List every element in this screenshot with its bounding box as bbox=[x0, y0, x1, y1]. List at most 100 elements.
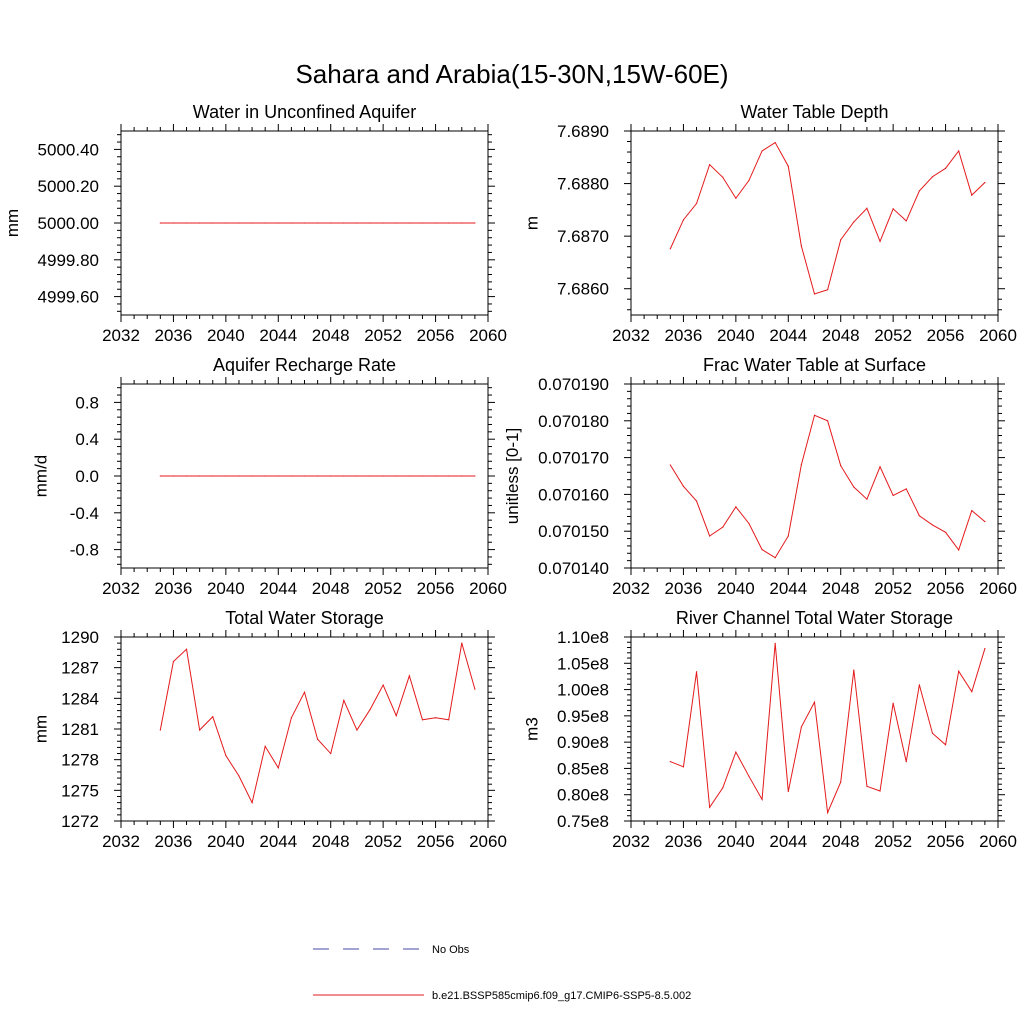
data-point bbox=[813, 293, 816, 295]
y-tick-label: 0.4 bbox=[75, 430, 99, 449]
series-line bbox=[669, 141, 986, 295]
data-point bbox=[317, 738, 319, 740]
data-point bbox=[879, 790, 881, 792]
data-point bbox=[395, 475, 397, 477]
data-point bbox=[264, 475, 266, 477]
y-tick-label: 1.00e8 bbox=[557, 681, 609, 700]
y-tick-label: 7.6870 bbox=[557, 227, 609, 246]
x-tick-label: 2052 bbox=[364, 832, 402, 851]
y-tick-label: 0.85e8 bbox=[557, 759, 609, 778]
x-tick-label: 2052 bbox=[874, 832, 912, 851]
data-point bbox=[761, 150, 763, 152]
y-axis-label: mm bbox=[3, 209, 22, 237]
data-point bbox=[892, 494, 894, 497]
data-point bbox=[918, 190, 920, 192]
data-point bbox=[735, 197, 737, 199]
data-point bbox=[369, 222, 371, 224]
panel-4: Frac Water Table at Surface 2032 2036 2040 2… bbox=[503, 355, 1017, 598]
y-tick-label: 1.05e8 bbox=[557, 654, 609, 673]
data-point bbox=[290, 717, 292, 719]
data-point bbox=[382, 222, 384, 224]
y-tick-label: -0.8 bbox=[70, 541, 99, 560]
y-axis-label: m3 bbox=[522, 717, 541, 741]
x-tick-label: 2044 bbox=[259, 579, 297, 598]
data-point bbox=[448, 222, 450, 224]
data-point bbox=[395, 222, 397, 224]
figure-title: Sahara and Arabia(15-30N,15W-60E) bbox=[295, 59, 728, 89]
data-point bbox=[971, 509, 973, 512]
data-point bbox=[317, 475, 319, 477]
data-point bbox=[944, 744, 947, 746]
panel-6: River Channel Total Water Storage 2032 203… bbox=[522, 608, 1017, 851]
data-point bbox=[813, 414, 816, 416]
data-point bbox=[918, 684, 920, 686]
data-point bbox=[944, 167, 947, 169]
data-point bbox=[853, 221, 855, 223]
data-point bbox=[931, 732, 934, 734]
x-tick-label: 2040 bbox=[207, 579, 245, 598]
data-point bbox=[251, 475, 253, 477]
data-point bbox=[761, 549, 763, 551]
x-tick-label: 2044 bbox=[769, 832, 807, 851]
y-tick-label: 7.6860 bbox=[557, 280, 609, 299]
data-point bbox=[277, 475, 279, 477]
x-tick-label: 2056 bbox=[927, 832, 965, 851]
panels: Water in Unconfined Aquifer 2032 2036 2040 2… bbox=[3, 102, 1017, 851]
x-tick-label: 2060 bbox=[979, 832, 1017, 851]
panel-title: Aquifer Recharge Rate bbox=[213, 355, 396, 375]
y-tick-label: 0.0 bbox=[75, 467, 99, 486]
x-tick-label: 2052 bbox=[364, 326, 402, 345]
data-point bbox=[866, 498, 868, 500]
data-point bbox=[853, 669, 855, 671]
plot-frame bbox=[630, 636, 999, 822]
data-point bbox=[343, 222, 345, 224]
x-tick-label: 2056 bbox=[417, 832, 455, 851]
y-axis-label: mm bbox=[32, 715, 51, 743]
data-point bbox=[290, 475, 292, 477]
data-point bbox=[330, 222, 332, 224]
data-point bbox=[434, 717, 437, 719]
data-point bbox=[185, 475, 188, 477]
data-point bbox=[238, 222, 240, 224]
data-point bbox=[984, 181, 986, 184]
data-point bbox=[748, 775, 750, 777]
series-line bbox=[159, 642, 476, 805]
data-point bbox=[251, 802, 253, 804]
data-point bbox=[682, 485, 685, 487]
data-point bbox=[356, 222, 358, 224]
y-tick-label: 1278 bbox=[61, 751, 99, 770]
data-point bbox=[695, 202, 698, 205]
data-point bbox=[735, 751, 737, 753]
x-tick-label: 2056 bbox=[927, 579, 965, 598]
data-point bbox=[317, 222, 319, 224]
data-point bbox=[474, 475, 476, 477]
data-point bbox=[866, 785, 868, 787]
data-point bbox=[722, 176, 724, 178]
panel-title: Frac Water Table at Surface bbox=[703, 355, 926, 375]
x-tick-label: 2056 bbox=[927, 326, 965, 345]
data-point bbox=[840, 239, 842, 241]
data-point bbox=[303, 691, 306, 693]
data-point bbox=[722, 787, 724, 789]
data-point bbox=[264, 745, 266, 747]
panel-title: Water in Unconfined Aquifer bbox=[193, 102, 416, 122]
y-tick-label: 0.070140 bbox=[538, 559, 609, 578]
panel-5: Total Water Storage 2032 2036 2040 2044 2048 2… bbox=[32, 608, 507, 851]
data-point bbox=[434, 222, 437, 224]
x-tick-label: 2044 bbox=[769, 326, 807, 345]
x-tick-label: 2048 bbox=[312, 326, 350, 345]
data-point bbox=[748, 179, 750, 182]
x-tick-label: 2036 bbox=[665, 832, 703, 851]
y-tick-label: 1284 bbox=[61, 689, 99, 708]
y-tick-label: 5000.00 bbox=[38, 214, 99, 233]
data-point bbox=[971, 194, 973, 196]
panel-2: Water Table Depth 2032 2036 2040 2044 2048 205… bbox=[522, 102, 1017, 345]
x-tick-label: 2040 bbox=[717, 326, 755, 345]
y-tick-label: 4999.60 bbox=[38, 288, 99, 307]
data-point bbox=[958, 150, 960, 152]
y-tick-label: 0.8 bbox=[75, 393, 99, 412]
data-point bbox=[330, 752, 332, 755]
data-point bbox=[421, 475, 424, 477]
y-tick-label: 5000.40 bbox=[38, 140, 99, 159]
